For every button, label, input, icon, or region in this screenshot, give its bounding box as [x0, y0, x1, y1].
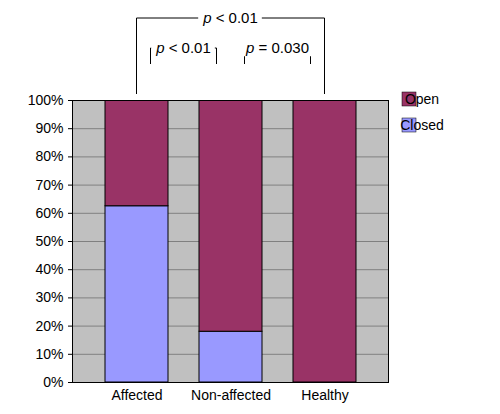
- svg-text:Open: Open: [405, 91, 439, 107]
- svg-text:30%: 30%: [35, 289, 63, 305]
- svg-text:90%: 90%: [35, 120, 63, 136]
- svg-text:100%: 100%: [28, 92, 64, 108]
- svg-text:Non-affected: Non-affected: [191, 387, 271, 403]
- svg-text:Healthy: Healthy: [301, 387, 348, 403]
- svg-text:Closed: Closed: [400, 117, 444, 133]
- svg-text:40%: 40%: [35, 261, 63, 277]
- svg-text:p < 0.01: p < 0.01: [155, 39, 211, 56]
- svg-text:Affected: Affected: [111, 387, 162, 403]
- svg-text:0%: 0%: [43, 374, 63, 390]
- svg-text:p = 0.030: p = 0.030: [245, 39, 309, 56]
- svg-text:20%: 20%: [35, 318, 63, 334]
- svg-text:60%: 60%: [35, 205, 63, 221]
- svg-text:10%: 10%: [35, 346, 63, 362]
- svg-text:50%: 50%: [35, 233, 63, 249]
- svg-text:80%: 80%: [35, 148, 63, 164]
- svg-text:p < 0.01: p < 0.01: [202, 9, 258, 26]
- svg-text:70%: 70%: [35, 177, 63, 193]
